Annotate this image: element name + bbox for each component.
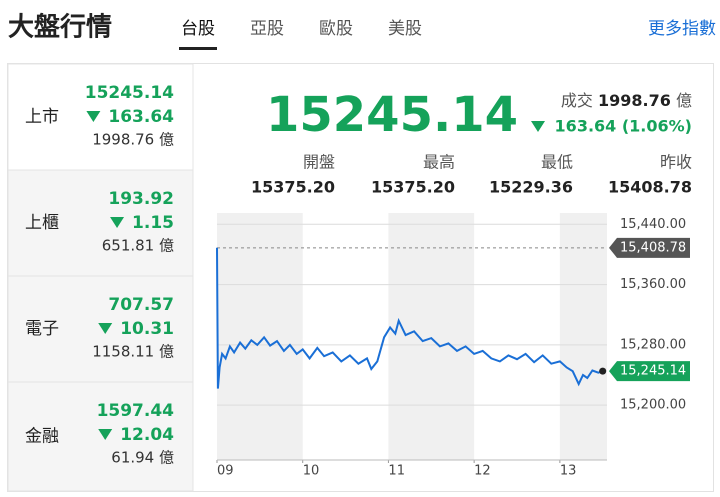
tab[interactable]: 亞股	[250, 19, 284, 39]
volume-label: 成交	[561, 91, 593, 110]
price-line	[216, 247, 604, 389]
market-change: 1.15	[132, 213, 174, 233]
more-link[interactable]: 更多指數	[648, 19, 716, 39]
chart: 15,440.00 15,360.00 15,280.00 15,200.00 09 10…	[216, 213, 690, 479]
reference-tag	[609, 237, 690, 258]
down-arrow	[110, 217, 125, 228]
tab[interactable]: 歐股	[319, 19, 353, 39]
time-band	[388, 213, 475, 460]
y-tick-label: 15,440.00	[620, 217, 686, 232]
market-name: 上市	[25, 107, 59, 127]
market-name: 金融	[25, 427, 59, 447]
market-item[interactable]	[7, 275, 194, 383]
market-item[interactable]	[7, 63, 194, 171]
stat-label: 最高	[423, 153, 455, 172]
market-change: 163.64	[108, 107, 174, 127]
down-arrow	[98, 323, 113, 334]
stat-label: 最低	[541, 153, 573, 172]
page-title: 大盤行情	[8, 12, 112, 43]
tab-bar: 台股 亞股 歐股 美股	[179, 19, 422, 50]
main-change: 163.64 (1.06%)	[555, 117, 692, 136]
x-tick-label: 12	[474, 464, 491, 479]
down-arrow	[98, 429, 113, 440]
last-label: 15,245.14	[620, 364, 686, 379]
stats: 開盤 15375.20 最高 15375.20 最低 15229.36 昨收 15408.78	[251, 153, 692, 197]
time-band	[217, 213, 303, 460]
market-price: 707.57	[108, 295, 174, 315]
last-tag	[609, 361, 690, 382]
market-volume: 61.94 億	[111, 449, 174, 467]
main-price: 15245.14	[266, 87, 518, 143]
market-item[interactable]	[7, 169, 194, 277]
market-price: 1597.44	[97, 401, 175, 421]
last-point	[599, 367, 607, 375]
x-tick-label: 11	[388, 464, 405, 479]
volume-value: 1998.76	[598, 91, 671, 110]
market-volume: 1998.76 億	[92, 131, 174, 149]
stat-value: 15375.20	[251, 178, 335, 197]
market-name: 電子	[25, 319, 59, 339]
market-change: 10.31	[120, 319, 174, 339]
stat-label: 昨收	[660, 153, 692, 172]
volume-unit: 億	[676, 91, 692, 110]
tab[interactable]: 台股	[181, 19, 215, 39]
market-price: 15245.14	[85, 83, 174, 103]
stat-label: 開盤	[303, 153, 335, 172]
market-list: 上市 15245.14 163.64 1998.76 億上櫃 193.92 1.15 651…	[7, 63, 194, 492]
market-item[interactable]	[7, 381, 194, 492]
market-volume: 1158.11 億	[92, 343, 174, 361]
down-arrow	[531, 121, 545, 132]
market-name: 上櫃	[25, 213, 59, 233]
tab-underline	[179, 47, 217, 50]
volume: 成交 1998.76 億	[561, 91, 692, 110]
stat-value: 15408.78	[608, 178, 692, 197]
time-band	[559, 213, 607, 460]
market-change: 12.04	[120, 425, 174, 445]
x-tick-label: 10	[303, 464, 320, 479]
x-tick-label: 13	[560, 464, 577, 479]
x-tick-label: 09	[217, 464, 234, 479]
market-volume: 651.81 億	[102, 237, 174, 255]
market-price: 193.92	[108, 189, 174, 209]
down-arrow	[86, 111, 101, 122]
y-tick-label: 15,360.00	[620, 277, 686, 292]
y-tick-label: 15,200.00	[620, 398, 686, 413]
tab[interactable]: 美股	[388, 19, 422, 39]
y-tick-label: 15,280.00	[620, 337, 686, 352]
stat-value: 15229.36	[489, 178, 573, 197]
reference-label: 15,408.78	[620, 240, 686, 255]
stat-value: 15375.20	[371, 178, 455, 197]
